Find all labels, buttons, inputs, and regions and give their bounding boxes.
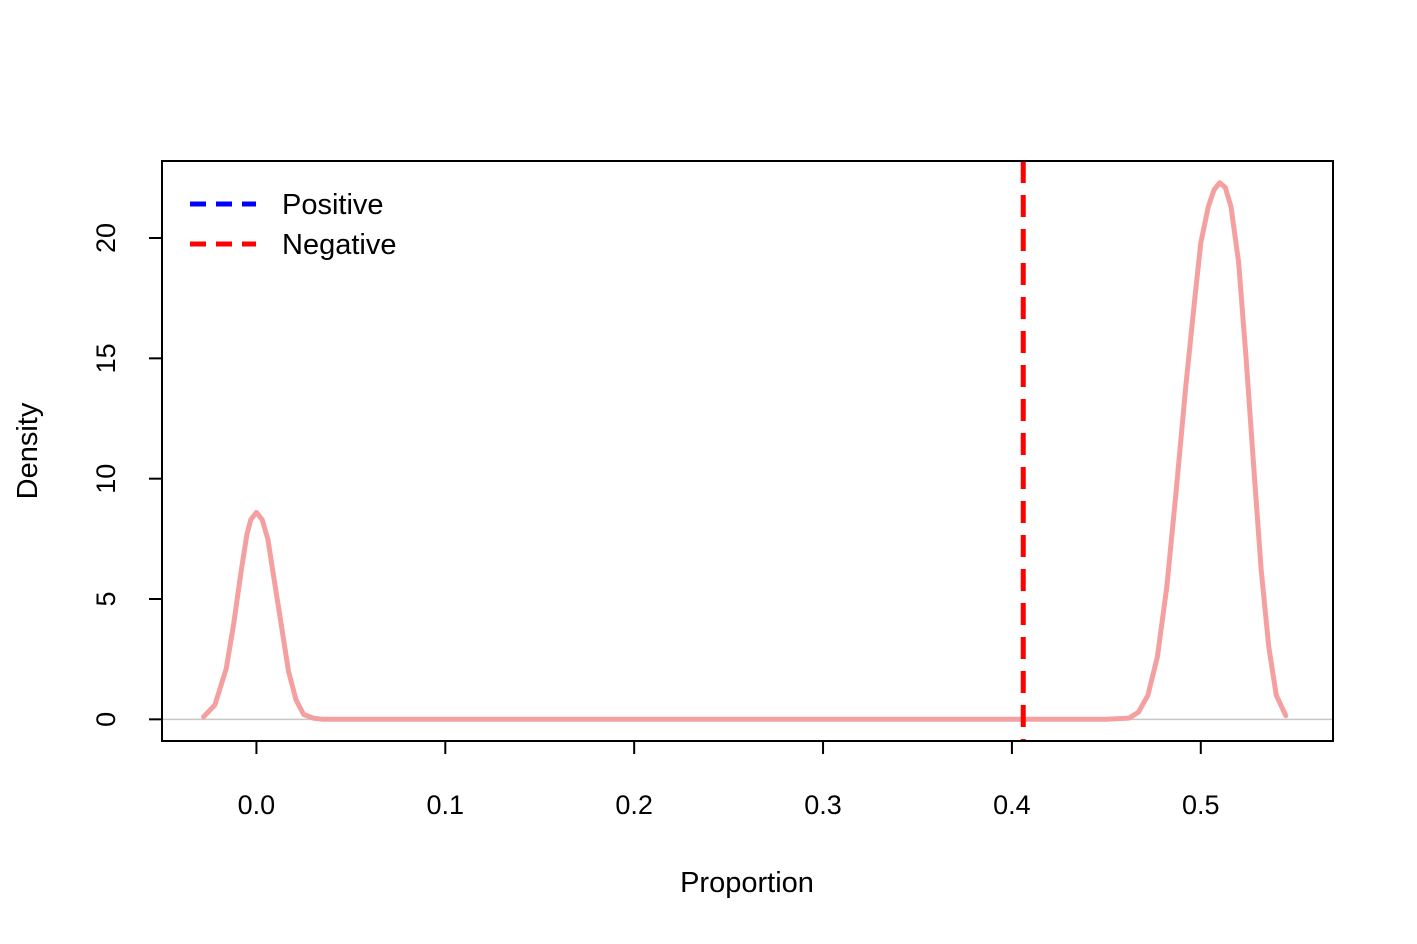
plot-layer <box>162 161 1333 741</box>
y-axis-title: Density <box>12 402 44 499</box>
x-axis: 0.0 0.1 0.2 0.3 0.4 0.5 <box>238 741 1220 820</box>
legend-label-negative: Negative <box>282 229 396 261</box>
y-axis: 0 5 10 15 20 <box>91 223 162 727</box>
y-tick-label: 10 <box>91 464 121 494</box>
x-tick-label: 0.5 <box>1182 790 1220 820</box>
density-curve-0 <box>201 180 1289 722</box>
x-tick-label: 0.1 <box>427 790 465 820</box>
y-tick-label: 0 <box>91 712 121 727</box>
x-tick-label: 0.3 <box>804 790 842 820</box>
y-tick-label: 5 <box>91 591 121 606</box>
legend: Positive Negative <box>190 189 396 261</box>
x-axis-title: Proportion <box>680 867 814 899</box>
x-tick-label: 0.0 <box>238 790 276 820</box>
x-tick-label: 0.2 <box>615 790 653 820</box>
y-tick-label: 20 <box>91 223 121 253</box>
x-tick-label: 0.4 <box>993 790 1031 820</box>
plot-frame <box>161 160 1334 742</box>
legend-label-positive: Positive <box>282 189 384 221</box>
y-tick-label: 15 <box>91 343 121 373</box>
